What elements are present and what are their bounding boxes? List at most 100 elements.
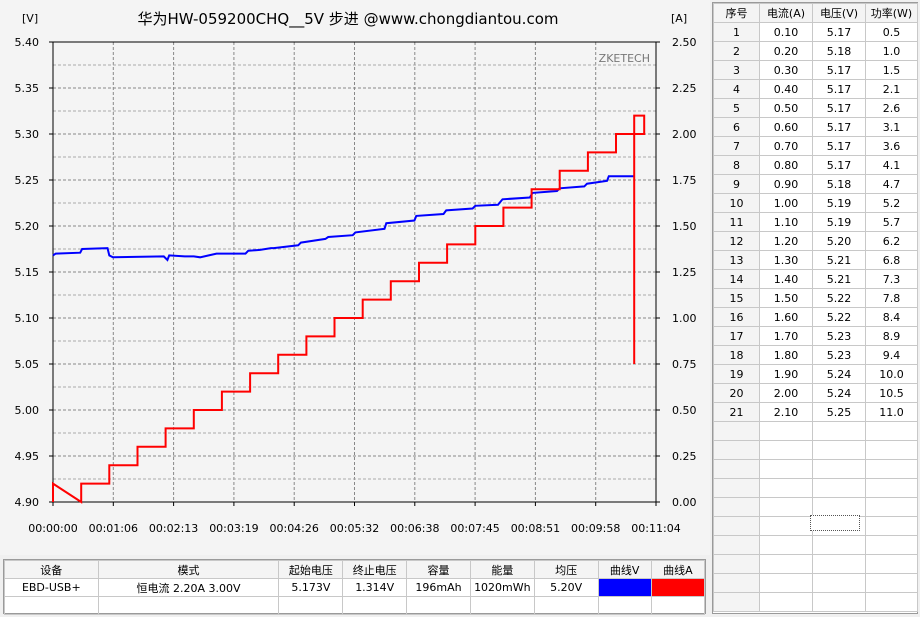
x-tick-label: 00:08:51 bbox=[511, 522, 560, 535]
data-table-cell: 5.23 bbox=[812, 326, 866, 346]
data-table-header-cell: 序号 bbox=[713, 3, 760, 23]
data-table-cell: 0.80 bbox=[759, 155, 813, 175]
data-table-empty-cell bbox=[812, 573, 866, 593]
data-table-cell: 5.17 bbox=[812, 117, 866, 137]
data-table-cell: 6.8 bbox=[865, 250, 918, 270]
summary-header-cell: 终止电压 bbox=[342, 560, 408, 579]
data-table-empty-cell bbox=[812, 421, 866, 441]
data-table-cell: 1.30 bbox=[759, 250, 813, 270]
data-table-cell: 5.2 bbox=[865, 193, 918, 213]
summary-row: EBD-USB+ 恒电流 2.20A 3.00V 5.173V 1.314V 196mA… bbox=[4, 578, 706, 597]
y-right-tick-label: 0.00 bbox=[672, 496, 697, 509]
summary-empty-cell bbox=[533, 596, 599, 615]
data-table-cell: 3.6 bbox=[865, 136, 918, 156]
selection-box[interactable] bbox=[810, 515, 860, 531]
series-current-line bbox=[52, 114, 646, 504]
chart-area: 5.40 5.35 5.30 5.25 5.20 5.15 5.10 5.05 5.00 4.95… bbox=[14, 10, 697, 535]
data-table-row[interactable]: 21 2.10 5.25 11.0 bbox=[713, 402, 918, 422]
data-table-empty-cell bbox=[865, 497, 918, 517]
data-table-cell: 5.17 bbox=[812, 136, 866, 156]
data-table-empty-cell bbox=[713, 573, 760, 593]
x-tick-label: 00:04:26 bbox=[269, 522, 318, 535]
data-table-cell: 18 bbox=[713, 345, 760, 365]
summary-empty-row bbox=[4, 596, 706, 615]
data-table-row[interactable]: 12 1.20 5.20 6.2 bbox=[713, 231, 918, 251]
data-table-cell: 1.60 bbox=[759, 307, 813, 327]
data-table-cell: 5.19 bbox=[812, 212, 866, 232]
data-table-cell: 7.8 bbox=[865, 288, 918, 308]
summary-header-cell: 曲线A bbox=[650, 560, 706, 579]
data-table-empty-cell bbox=[865, 421, 918, 441]
data-table-empty-cell bbox=[713, 592, 760, 612]
data-table-row[interactable]: 2 0.20 5.18 1.0 bbox=[713, 41, 918, 61]
summary-swatch-voltage[interactable] bbox=[598, 579, 651, 596]
data-table-row[interactable]: 5 0.50 5.17 2.6 bbox=[713, 98, 918, 118]
summary-swatch-voltage-cell[interactable] bbox=[597, 578, 652, 597]
data-table-cell: 5.17 bbox=[812, 60, 866, 80]
data-table-cell: 9.4 bbox=[865, 345, 918, 365]
summary-swatch-current-cell[interactable] bbox=[650, 578, 706, 597]
data-table-cell: 1.90 bbox=[759, 364, 813, 384]
data-table-cell: 5.18 bbox=[812, 41, 866, 61]
data-table-row[interactable]: 6 0.60 5.17 3.1 bbox=[713, 117, 918, 137]
data-table-empty-row bbox=[713, 554, 918, 574]
data-table-row[interactable]: 20 2.00 5.24 10.5 bbox=[713, 383, 918, 403]
data-table-cell: 5.17 bbox=[812, 79, 866, 99]
data-table-row[interactable]: 16 1.60 5.22 8.4 bbox=[713, 307, 918, 327]
data-table-cell: 1.40 bbox=[759, 269, 813, 289]
data-table-cell: 17 bbox=[713, 326, 760, 346]
data-table-cell: 0.90 bbox=[759, 174, 813, 194]
data-table-row[interactable]: 15 1.50 5.22 7.8 bbox=[713, 288, 918, 308]
y-right-tick-label: 1.75 bbox=[672, 174, 697, 187]
data-table-row[interactable]: 10 1.00 5.19 5.2 bbox=[713, 193, 918, 213]
data-table-cell: 5.23 bbox=[812, 345, 866, 365]
data-table-cell: 10.5 bbox=[865, 383, 918, 403]
axis-ticks: 5.40 5.35 5.30 5.25 5.20 5.15 5.10 5.05 5.00 4.95… bbox=[15, 36, 697, 535]
data-table-row[interactable]: 4 0.40 5.17 2.1 bbox=[713, 79, 918, 99]
data-table-row[interactable]: 1 0.10 5.17 0.5 bbox=[713, 22, 918, 42]
data-table-cell: 5.21 bbox=[812, 250, 866, 270]
data-table-empty-cell bbox=[759, 554, 813, 574]
x-tick-label: 00:03:19 bbox=[209, 522, 258, 535]
grid bbox=[53, 42, 656, 502]
data-table-row[interactable]: 17 1.70 5.23 8.9 bbox=[713, 326, 918, 346]
data-table-empty-cell bbox=[865, 554, 918, 574]
x-tick-label: 00:02:13 bbox=[149, 522, 198, 535]
data-table-row[interactable]: 11 1.10 5.19 5.7 bbox=[713, 212, 918, 232]
data-table-row[interactable]: 14 1.40 5.21 7.3 bbox=[713, 269, 918, 289]
data-table-row[interactable]: 7 0.70 5.17 3.6 bbox=[713, 136, 918, 156]
data-table-empty-cell bbox=[713, 535, 760, 555]
data-table-empty-cell bbox=[759, 535, 813, 555]
data-table-empty-cell bbox=[812, 459, 866, 479]
data-table-row[interactable]: 13 1.30 5.21 6.8 bbox=[713, 250, 918, 270]
data-table-cell: 14 bbox=[713, 269, 760, 289]
data-table-cell: 5.22 bbox=[812, 307, 866, 327]
summary-value-cell: 1020mWh bbox=[469, 578, 535, 597]
data-table-empty-cell bbox=[759, 592, 813, 612]
data-table-cell: 10.0 bbox=[865, 364, 918, 384]
data-table-row[interactable]: 18 1.80 5.23 9.4 bbox=[713, 345, 918, 365]
summary-value-cell: 196mAh bbox=[406, 578, 471, 597]
data-table-cell: 5.7 bbox=[865, 212, 918, 232]
data-table-cell: 5.24 bbox=[812, 364, 866, 384]
summary-header-cell: 能量 bbox=[469, 560, 535, 579]
summary-value-cell: 5.173V bbox=[278, 578, 344, 597]
data-table-empty-row bbox=[713, 535, 918, 555]
data-table-cell: 7.3 bbox=[865, 269, 918, 289]
data-table-row[interactable]: 3 0.30 5.17 1.5 bbox=[713, 60, 918, 80]
data-table-cell: 1.50 bbox=[759, 288, 813, 308]
data-table-cell: 5.25 bbox=[812, 402, 866, 422]
data-table-cell: 16 bbox=[713, 307, 760, 327]
data-table-row[interactable]: 8 0.80 5.17 4.1 bbox=[713, 155, 918, 175]
summary-value-cell: 1.314V bbox=[342, 578, 408, 597]
data-table-cell: 0.20 bbox=[759, 41, 813, 61]
summary-swatch-current[interactable] bbox=[651, 579, 704, 596]
data-table-cell: 21 bbox=[713, 402, 760, 422]
data-table-row[interactable]: 9 0.90 5.18 4.7 bbox=[713, 174, 918, 194]
x-tick-label: 00:00:00 bbox=[28, 522, 77, 535]
data-table-empty-cell bbox=[713, 440, 760, 460]
chart-title: 华为HW-059200CHQ__5V 步进 @www.chongdiantou.… bbox=[138, 10, 559, 29]
data-table-empty-row bbox=[713, 459, 918, 479]
y-right-tick-label: 2.25 bbox=[672, 82, 697, 95]
data-table-row[interactable]: 19 1.90 5.24 10.0 bbox=[713, 364, 918, 384]
